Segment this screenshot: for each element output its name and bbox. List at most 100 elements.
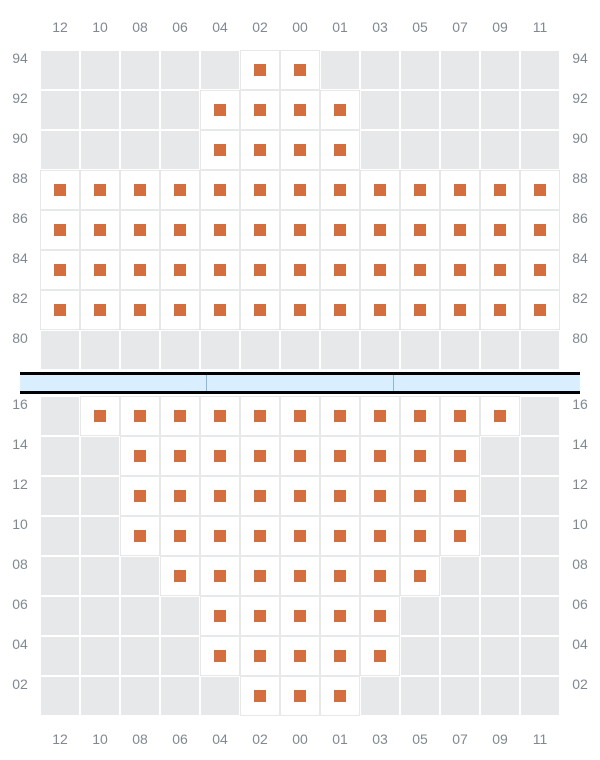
seat-cell[interactable] [280, 676, 320, 716]
seat-cell[interactable] [360, 556, 400, 596]
seat-cell[interactable] [400, 516, 440, 556]
seat-cell[interactable] [480, 210, 520, 250]
seat-cell[interactable] [400, 290, 440, 330]
seat-cell[interactable] [520, 250, 560, 290]
seat-cell[interactable] [320, 556, 360, 596]
seat-cell[interactable] [240, 90, 280, 130]
seat-cell[interactable] [240, 210, 280, 250]
seat-cell[interactable] [320, 170, 360, 210]
seat-cell[interactable] [280, 170, 320, 210]
seat-cell[interactable] [440, 396, 480, 436]
seat-cell[interactable] [200, 516, 240, 556]
seat-cell[interactable] [440, 250, 480, 290]
seat-cell[interactable] [280, 596, 320, 636]
seat-cell[interactable] [360, 596, 400, 636]
seat-cell[interactable] [80, 250, 120, 290]
seat-cell[interactable] [400, 210, 440, 250]
seat-cell[interactable] [160, 250, 200, 290]
seat-cell[interactable] [40, 250, 80, 290]
seat-cell[interactable] [200, 476, 240, 516]
seat-cell[interactable] [320, 290, 360, 330]
seat-cell[interactable] [80, 290, 120, 330]
seat-cell[interactable] [280, 636, 320, 676]
seat-cell[interactable] [120, 170, 160, 210]
seat-cell[interactable] [320, 210, 360, 250]
seat-cell[interactable] [240, 476, 280, 516]
seat-cell[interactable] [440, 170, 480, 210]
seat-cell[interactable] [400, 556, 440, 596]
seat-cell[interactable] [480, 250, 520, 290]
seat-cell[interactable] [520, 210, 560, 250]
seat-cell[interactable] [160, 516, 200, 556]
seat-cell[interactable] [200, 170, 240, 210]
seat-cell[interactable] [240, 50, 280, 90]
seat-cell[interactable] [320, 476, 360, 516]
seat-cell[interactable] [240, 596, 280, 636]
seat-cell[interactable] [360, 170, 400, 210]
seat-cell[interactable] [120, 290, 160, 330]
seat-cell[interactable] [80, 396, 120, 436]
seat-cell[interactable] [360, 516, 400, 556]
seat-cell[interactable] [280, 396, 320, 436]
seat-cell[interactable] [280, 516, 320, 556]
seat-cell[interactable] [440, 516, 480, 556]
seat-cell[interactable] [360, 636, 400, 676]
seat-cell[interactable] [360, 290, 400, 330]
seat-cell[interactable] [360, 436, 400, 476]
seat-cell[interactable] [160, 210, 200, 250]
seat-cell[interactable] [120, 516, 160, 556]
seat-cell[interactable] [280, 476, 320, 516]
seat-cell[interactable] [520, 290, 560, 330]
seat-cell[interactable] [120, 210, 160, 250]
seat-cell[interactable] [360, 250, 400, 290]
seat-cell[interactable] [40, 210, 80, 250]
seat-cell[interactable] [240, 130, 280, 170]
seat-cell[interactable] [240, 170, 280, 210]
seat-cell[interactable] [320, 396, 360, 436]
seat-cell[interactable] [520, 170, 560, 210]
seat-cell[interactable] [320, 250, 360, 290]
seat-cell[interactable] [320, 676, 360, 716]
seat-cell[interactable] [360, 476, 400, 516]
seat-cell[interactable] [160, 170, 200, 210]
seat-cell[interactable] [200, 436, 240, 476]
seat-cell[interactable] [200, 396, 240, 436]
seat-cell[interactable] [240, 290, 280, 330]
seat-cell[interactable] [240, 636, 280, 676]
seat-cell[interactable] [200, 210, 240, 250]
seat-cell[interactable] [200, 556, 240, 596]
seat-cell[interactable] [200, 596, 240, 636]
seat-cell[interactable] [280, 210, 320, 250]
seat-cell[interactable] [280, 90, 320, 130]
seat-cell[interactable] [120, 476, 160, 516]
seat-cell[interactable] [120, 250, 160, 290]
seat-cell[interactable] [440, 476, 480, 516]
seat-cell[interactable] [320, 130, 360, 170]
seat-cell[interactable] [480, 170, 520, 210]
seat-cell[interactable] [360, 210, 400, 250]
seat-cell[interactable] [200, 130, 240, 170]
seat-cell[interactable] [320, 436, 360, 476]
seat-cell[interactable] [160, 436, 200, 476]
seat-cell[interactable] [40, 170, 80, 210]
seat-cell[interactable] [440, 210, 480, 250]
seat-cell[interactable] [240, 556, 280, 596]
seat-cell[interactable] [480, 290, 520, 330]
seat-cell[interactable] [200, 250, 240, 290]
seat-cell[interactable] [400, 170, 440, 210]
seat-cell[interactable] [240, 250, 280, 290]
seat-cell[interactable] [440, 290, 480, 330]
seat-cell[interactable] [320, 90, 360, 130]
seat-cell[interactable] [400, 250, 440, 290]
seat-cell[interactable] [200, 290, 240, 330]
seat-cell[interactable] [120, 436, 160, 476]
seat-cell[interactable] [400, 476, 440, 516]
seat-cell[interactable] [480, 396, 520, 436]
seat-cell[interactable] [320, 636, 360, 676]
seat-cell[interactable] [160, 396, 200, 436]
seat-cell[interactable] [400, 436, 440, 476]
seat-cell[interactable] [400, 396, 440, 436]
seat-cell[interactable] [120, 396, 160, 436]
seat-cell[interactable] [200, 90, 240, 130]
seat-cell[interactable] [160, 556, 200, 596]
